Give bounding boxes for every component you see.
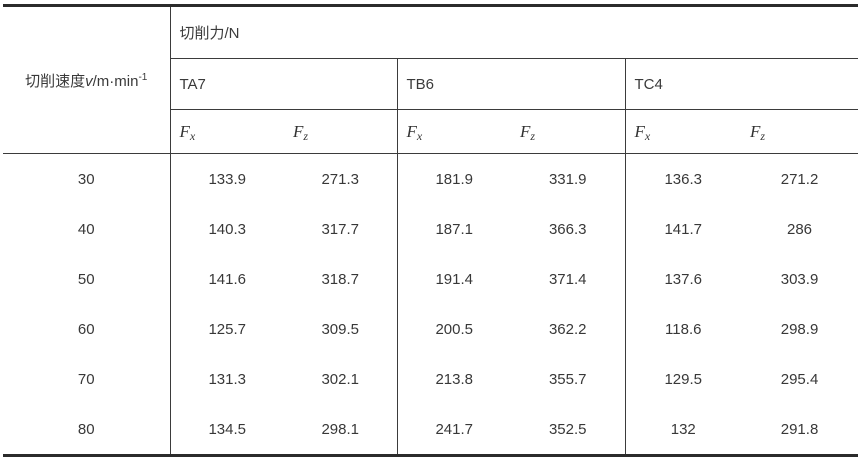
tb6-fz-value: 355.7: [548, 370, 587, 388]
ta7-fz-value: 302.1: [321, 370, 360, 388]
tc4-fz-value: 298.9: [780, 320, 819, 338]
speed-value: 70: [3, 354, 171, 404]
tb6-fx-header: Fx: [396, 109, 511, 154]
ta7-fz-header: Fz: [284, 109, 397, 154]
speed-value: 40: [3, 204, 171, 254]
tb6-fx-value: 187.1: [396, 204, 511, 254]
ta7-fx-header: Fx: [170, 109, 284, 154]
tc4-fz-value: 291.8: [780, 420, 819, 438]
ta7-fz-value: 309.5: [321, 320, 360, 338]
fz-symbol: Fz: [520, 121, 536, 143]
speed-label-prefix: 切削速度: [25, 72, 86, 90]
tc4-fz-value: 295.4: [780, 370, 819, 388]
speed-column-header: 切削速度v/m·min-1: [3, 5, 171, 154]
tc4-fx-value: 132: [624, 404, 741, 456]
tb6-fz-value: 362.2: [548, 320, 587, 338]
ta7-fx-value: 133.9: [208, 170, 247, 188]
ta7-fz-value: 298.1: [321, 420, 360, 438]
tc4-fz-header: Fz: [741, 109, 859, 154]
tc4-fx-value: 118.6: [624, 304, 741, 354]
speed-value: 30: [3, 153, 171, 204]
tc4-fz-value: 303.9: [780, 270, 819, 288]
tc4-fz-value: 271.2: [780, 170, 819, 188]
fz-symbol: Fz: [750, 121, 766, 143]
header-row-force-components: Fx Fz Fx Fz Fx Fz: [3, 109, 859, 154]
speed-value: 60: [3, 304, 171, 354]
ta7-fz-value: 271.3: [321, 170, 360, 188]
speed-value: 50: [3, 254, 171, 304]
table-row: 80 134.5 298.1 241.7 352.5 132 291.8: [3, 404, 858, 456]
ta7-fx-value: 134.5: [208, 420, 247, 438]
speed-value: 80: [3, 404, 171, 456]
cutting-force-table: 切削速度v/m·min-1 切削力/N TA7 TB6 TC4 Fx Fz Fx…: [3, 4, 859, 457]
fx-symbol: Fx: [179, 121, 196, 143]
ta7-fz-value: 317.7: [321, 220, 360, 238]
tc4-fx-value: 141.7: [624, 204, 741, 254]
force-unit-header: 切削力/N: [170, 5, 859, 59]
speed-label-exponent: -1: [138, 71, 148, 83]
tb6-fz-header: Fz: [511, 109, 625, 154]
tb6-fx-value: 213.8: [396, 354, 511, 404]
table-row: 70 131.3 302.1 213.8 355.7 129.5 295.4: [3, 354, 858, 404]
ta7-fx-value: 141.6: [208, 270, 247, 288]
material-header-ta7: TA7: [170, 58, 397, 110]
tb6-fx-value: 181.9: [396, 153, 511, 204]
table-row: 30 133.9 271.3 181.9 331.9 136.3 271.2: [3, 153, 858, 204]
tc4-fz-value: 286: [787, 220, 813, 238]
fx-symbol: Fx: [406, 121, 423, 143]
tc4-fx-value: 136.3: [624, 153, 741, 204]
tb6-fx-value: 200.5: [396, 304, 511, 354]
material-header-tc4: TC4: [624, 58, 859, 110]
ta7-fz-value: 318.7: [321, 270, 360, 288]
header-row-materials: TA7 TB6 TC4: [3, 58, 859, 110]
speed-label-variable: v: [85, 72, 93, 90]
fx-symbol: Fx: [634, 121, 651, 143]
table-row: 40 140.3 317.7 187.1 366.3 141.7 286: [3, 204, 858, 254]
material-header-tb6: TB6: [396, 58, 625, 110]
ta7-fx-value: 140.3: [208, 220, 247, 238]
tb6-fz-value: 371.4: [548, 270, 587, 288]
ta7-fx-value: 131.3: [208, 370, 247, 388]
tc4-fx-header: Fx: [624, 109, 741, 154]
tb6-fx-value: 191.4: [396, 254, 511, 304]
tb6-fz-value: 331.9: [548, 170, 587, 188]
tc4-fx-value: 129.5: [624, 354, 741, 404]
speed-label-unit: /m·min: [92, 72, 139, 90]
tb6-fz-value: 366.3: [548, 220, 587, 238]
table-row: 50 141.6 318.7 191.4 371.4 137.6 303.9: [3, 254, 858, 304]
table-row: 60 125.7 309.5 200.5 362.2 118.6 298.9: [3, 304, 858, 354]
fz-symbol: Fz: [293, 121, 309, 143]
header-row-force-unit: 切削速度v/m·min-1 切削力/N: [3, 5, 859, 154]
tb6-fz-value: 352.5: [548, 420, 587, 438]
ta7-fx-value: 125.7: [208, 320, 247, 338]
tc4-fx-value: 137.6: [624, 254, 741, 304]
tb6-fx-value: 241.7: [396, 404, 511, 456]
